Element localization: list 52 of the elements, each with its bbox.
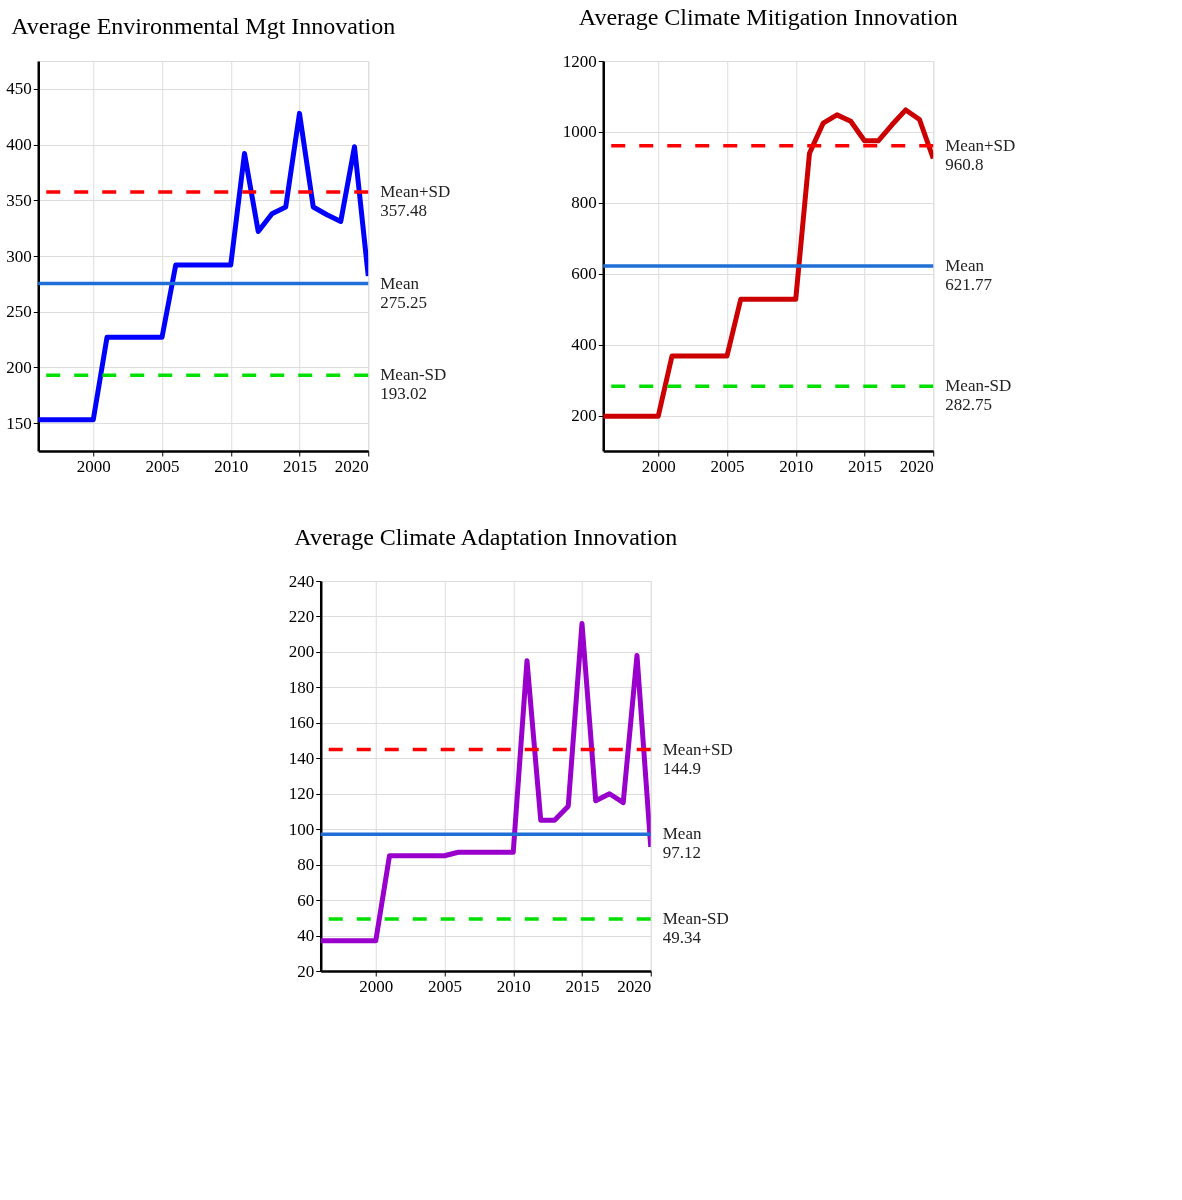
y-tick-label: 150 [6, 413, 32, 433]
ref-line-label: Mean+SD 144.9 [662, 739, 733, 778]
ref-line-label: Mean 275.25 [380, 273, 427, 312]
y-tick-label: 400 [6, 135, 32, 155]
x-tick-label: 2005 [145, 456, 180, 476]
y-tick-label: 200 [288, 642, 315, 662]
y-tick-label: 160 [288, 713, 315, 733]
ref-line-label: Mean 97.12 [662, 824, 702, 863]
y-tick-label: 1000 [562, 122, 597, 142]
x-tick-label: 2000 [76, 456, 111, 476]
chart-title: Average Environmental Mgt Innovation [11, 13, 396, 39]
x-tick-label: 2005 [427, 976, 462, 996]
x-tick-label: 2020 [334, 456, 369, 476]
chart-title: Average Climate Mitigation Innovation [578, 4, 958, 30]
y-tick-label: 80 [297, 855, 315, 875]
ref-line-label: Mean-SD 193.02 [380, 365, 447, 404]
y-tick-label: 350 [6, 190, 32, 210]
y-tick-label: 800 [571, 193, 597, 213]
x-tick-label: 2020 [617, 976, 652, 996]
y-tick-label: 1200 [562, 51, 597, 71]
y-tick-label: 40 [297, 926, 315, 946]
y-tick-label: 220 [288, 606, 315, 626]
y-tick-label: 60 [297, 890, 315, 910]
x-tick-label: 2005 [710, 456, 745, 476]
ref-line-label: Mean-SD 282.75 [945, 376, 1012, 415]
y-tick-label: 20 [297, 961, 315, 981]
ref-line-label: Mean+SD 960.8 [945, 135, 1016, 174]
x-tick-label: 2015 [282, 456, 317, 476]
y-tick-label: 140 [288, 748, 315, 768]
ref-line-label: Mean-SD 49.34 [662, 908, 729, 947]
ref-line-label: Mean 621.77 [945, 256, 993, 295]
y-tick-label: 180 [288, 677, 315, 697]
x-tick-label: 2010 [779, 456, 814, 476]
y-tick-label: 120 [288, 784, 315, 804]
chart-title: Average Climate Adaptation Innovation [294, 524, 678, 550]
y-tick-label: 600 [571, 264, 597, 284]
y-tick-label: 200 [571, 406, 597, 426]
x-tick-label: 2010 [214, 456, 249, 476]
x-tick-label: 2000 [359, 976, 394, 996]
x-tick-label: 2015 [565, 976, 600, 996]
y-tick-label: 250 [6, 302, 32, 322]
x-tick-label: 2015 [847, 456, 882, 476]
y-tick-label: 450 [6, 79, 32, 99]
x-tick-label: 2000 [641, 456, 676, 476]
y-tick-label: 200 [6, 357, 32, 377]
y-tick-label: 240 [288, 571, 315, 591]
x-tick-label: 2010 [496, 976, 531, 996]
x-tick-label: 2020 [899, 456, 934, 476]
ref-line-label: Mean+SD 357.48 [380, 181, 451, 220]
y-tick-label: 300 [6, 246, 32, 266]
y-tick-label: 100 [288, 819, 315, 839]
y-tick-label: 400 [571, 335, 597, 355]
